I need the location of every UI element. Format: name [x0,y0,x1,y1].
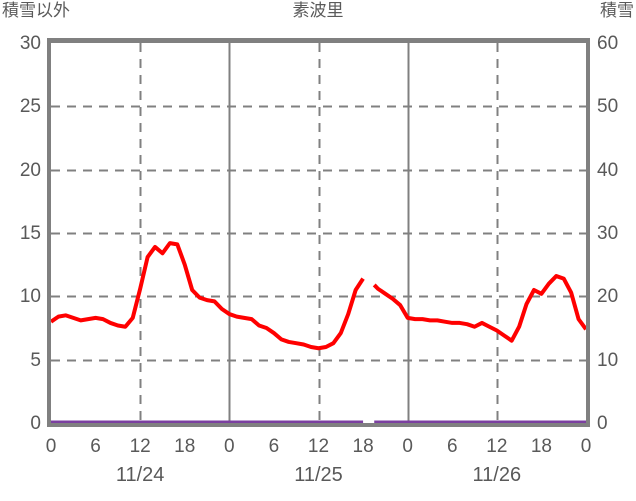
x-axis-tick-9: 6 [446,436,458,457]
day-label-11-25: 11/25 [294,464,343,486]
series-line-non-snow [372,274,586,343]
x-axis-tick-0: 0 [45,436,57,457]
left-axis-tick-25: 25 [19,96,41,118]
page-title: 素波里 [292,1,344,20]
x-axis-tick-12: 0 [580,436,592,457]
left-axis-tick-20: 20 [19,159,41,181]
left-axis-tick-15: 15 [19,223,41,244]
x-axis-tick-10: 12 [486,436,508,457]
left-axis-tick-10: 10 [19,286,41,308]
plot-area [47,38,590,427]
plot-canvas [51,43,586,423]
x-axis-tick-7: 18 [352,436,374,457]
left-axis-tick-5: 5 [30,349,41,371]
x-axis-tick-6: 12 [307,436,330,457]
right-axis-tick-20: 20 [597,286,619,308]
left-axis-title: 積雪以外 [2,1,70,20]
left-axis-tick-30: 30 [19,33,41,54]
series-line-non-snow [51,241,365,351]
x-axis-tick-4: 0 [224,436,235,457]
right-axis-tick-60: 60 [597,33,619,54]
x-axis-tick-11: 18 [530,436,552,457]
left-axis-tick-0: 0 [30,413,41,434]
x-axis-tick-3: 18 [174,436,196,457]
x-axis-tick-1: 6 [90,436,101,457]
right-axis-title: 積雪 [600,1,634,20]
x-axis-tick-5: 6 [268,436,280,457]
right-axis-tick-50: 50 [597,96,619,118]
right-axis-tick-0: 0 [597,413,608,434]
right-axis-tick-30: 30 [597,223,619,244]
x-axis-tick-2: 12 [129,436,151,457]
day-label-11-26: 11/26 [472,464,522,486]
x-axis-tick-8: 0 [402,436,413,457]
right-axis-tick-10: 10 [597,349,619,371]
right-axis-tick-40: 40 [597,159,619,181]
chart-svg [51,43,586,423]
day-label-11-24: 11/24 [115,464,165,486]
